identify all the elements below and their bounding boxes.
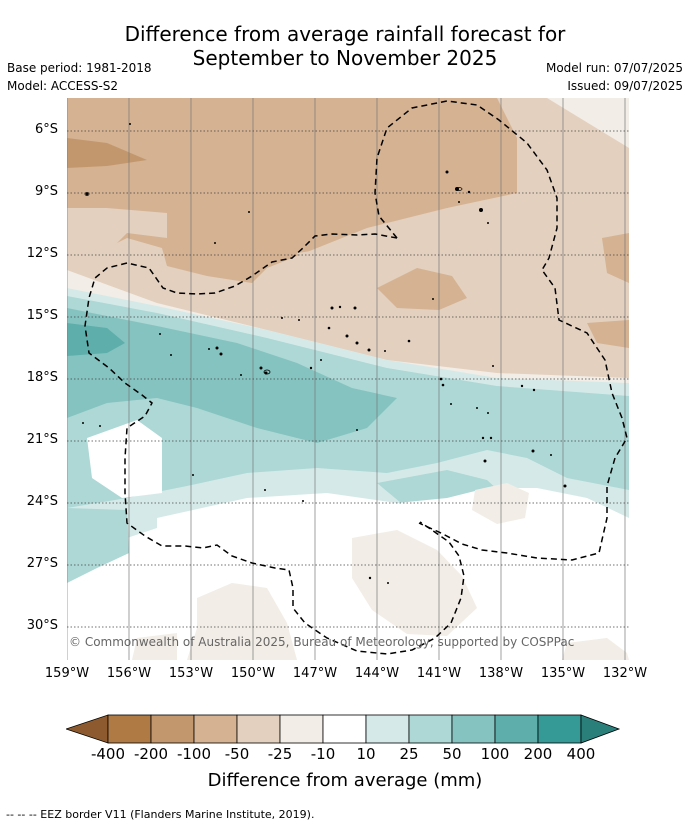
anomaly-band-neg10-south-5 — [132, 633, 177, 660]
anomaly-band-neg10-south-4 — [562, 638, 629, 660]
rainfall-anomaly-map: © Commonwealth of Australia 2025, Bureau… — [67, 98, 629, 660]
map-title: Difference from average rainfall forecas… — [0, 22, 690, 70]
legend-tick-label: -25 — [267, 745, 293, 763]
anomaly-band-neg50-b — [377, 268, 467, 310]
anomaly-band-neg10-south-2 — [472, 483, 529, 524]
legend-tick-label: 50 — [442, 745, 462, 763]
lon-label-153w: 153°W — [168, 666, 214, 681]
legend-tick-label: 400 — [566, 745, 596, 763]
lat-label-15s: 15°S — [26, 308, 58, 323]
legend-arrow-left — [66, 714, 109, 744]
anomaly-band-neg25-patch — [67, 208, 167, 253]
anomaly-band-neg100 — [67, 138, 147, 168]
legend-tick-label: -10 — [310, 745, 336, 763]
lon-label-132w: 132°W — [602, 666, 648, 681]
eez-footnote: -- -- -- EEZ border V11 (Flanders Marine… — [6, 808, 315, 821]
lat-label-27s: 27°S — [26, 556, 58, 571]
anomaly-band-neg50-c — [587, 320, 629, 348]
lon-label-159w: 159°W — [44, 666, 90, 681]
lon-label-147w: 147°W — [292, 666, 338, 681]
lat-label-12s: 12°S — [26, 246, 58, 261]
legend-title: Difference from average (mm) — [207, 770, 483, 791]
lat-label-18s: 18°S — [26, 370, 58, 385]
islands — [82, 123, 567, 584]
legend-tick-label: 10 — [356, 745, 376, 763]
legend-swatch — [150, 714, 195, 744]
legend-swatch — [408, 714, 453, 744]
legend-swatch — [236, 714, 281, 744]
legend-swatch — [279, 714, 324, 744]
anomaly-band-100 — [67, 323, 125, 356]
meta-right: Model run: 07/07/2025 Issued: 09/07/2025 — [546, 59, 683, 95]
legend-tick-label: -100 — [176, 745, 212, 763]
anomaly-band-25-b — [67, 508, 129, 583]
legend-swatch — [107, 714, 152, 744]
lon-label-141w: 141°W — [416, 666, 462, 681]
legend-swatch — [365, 714, 410, 744]
island-outlines — [84, 187, 463, 375]
base-period: Base period: 1981-2018 — [7, 61, 152, 75]
legend-colorbar — [66, 714, 621, 744]
legend-arrow-right — [580, 714, 621, 744]
legend-swatch — [537, 714, 582, 744]
copyright-text: © Commonwealth of Australia 2025, Bureau… — [69, 635, 574, 649]
anomaly-band-neg25-patch2 — [297, 248, 347, 270]
lon-label-144w: 144°W — [354, 666, 400, 681]
legend-swatch — [322, 714, 367, 744]
latitude-lines — [67, 130, 629, 628]
legend-tick-label: -50 — [224, 745, 250, 763]
title-line-2: September to November 2025 — [192, 46, 498, 70]
legend-tick-label: -200 — [133, 745, 169, 763]
issued-date: Issued: 09/07/2025 — [567, 79, 683, 93]
lat-label-9s: 9°S — [34, 184, 58, 199]
anomaly-band-neg10-south-1 — [352, 530, 477, 636]
lat-label-24s: 24°S — [26, 494, 58, 509]
title-line-1: Difference from average rainfall forecas… — [124, 22, 566, 46]
model-run: Model run: 07/07/2025 — [545, 61, 683, 75]
anomaly-band-50 — [67, 308, 397, 443]
legend-tick-label: 25 — [399, 745, 419, 763]
legend-swatch — [494, 714, 539, 744]
eez-border — [84, 100, 628, 655]
legend-tick-label: 100 — [480, 745, 510, 763]
lat-label-6s: 6°S — [34, 122, 58, 137]
legend-tick-label: 200 — [523, 745, 553, 763]
lon-label-156w: 156°W — [106, 666, 152, 681]
model-name: Model: ACCESS-S2 — [7, 79, 119, 93]
legend-swatch — [451, 714, 496, 744]
lat-label-21s: 21°S — [26, 432, 58, 447]
lon-label-135w: 135°W — [540, 666, 586, 681]
anomaly-band-neg50-d — [602, 233, 629, 283]
anomaly-band-neg50 — [67, 98, 517, 283]
legend-tick-label: -400 — [90, 745, 126, 763]
anomaly-band-neg10-south-3 — [187, 583, 297, 660]
meta-left: Base period: 1981-2018 Model: ACCESS-S2 — [7, 59, 152, 95]
lat-label-30s: 30°S — [26, 618, 58, 633]
legend-swatch — [193, 714, 238, 744]
lon-label-138w: 138°W — [478, 666, 524, 681]
lon-label-150w: 150°W — [230, 666, 276, 681]
